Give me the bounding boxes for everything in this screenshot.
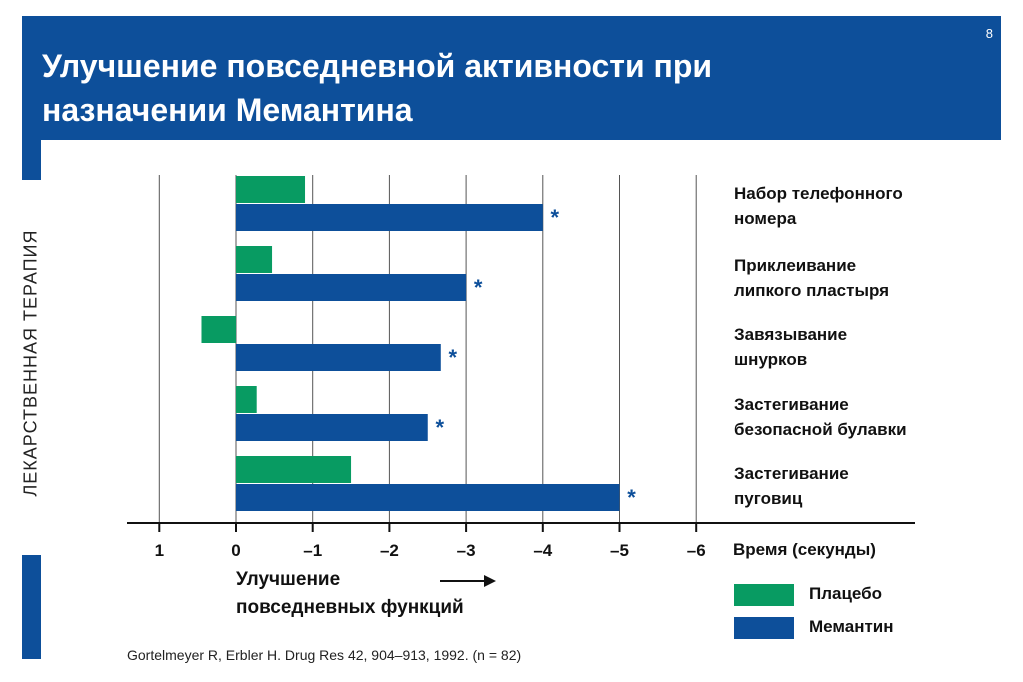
slide-title: Улучшение повседневной активности при на… <box>42 44 902 132</box>
significance-marker: * <box>627 485 636 510</box>
bar-memantine <box>236 414 428 441</box>
improvement-label-line: повседневных функций <box>236 597 464 618</box>
category-label-line: безопасной булавки <box>734 420 907 439</box>
category-label-laces: Завязывание шнурков <box>734 322 964 372</box>
category-label-line: шнурков <box>734 350 808 369</box>
citation: Gortelmeyer R, Erbler H. Drug Res 42, 90… <box>127 647 522 663</box>
x-axis-label: Время (секунды) <box>733 540 876 559</box>
x-tick-label: 0 <box>231 541 240 560</box>
slide-title-line: Улучшение повседневной активности при <box>42 48 713 84</box>
x-tick-label: 1 <box>155 541 164 560</box>
x-tick-label: –5 <box>610 541 629 560</box>
improvement-label: Улучшение повседневных функций <box>236 566 464 622</box>
category-label-line: Набор телефонного <box>734 184 903 203</box>
category-label-safety-pin: Застегивание безопасной булавки <box>734 392 964 442</box>
bar-memantine <box>236 204 543 231</box>
bar-placebo <box>236 456 352 483</box>
page-number: 8 <box>985 26 993 41</box>
x-tick-label: –6 <box>687 541 706 560</box>
category-label-line: пуговиц <box>734 489 803 508</box>
improvement-label-line: Улучшение <box>236 569 341 590</box>
legend-swatch-memantine <box>734 617 794 639</box>
bar-placebo <box>236 386 257 413</box>
bar-placebo <box>236 246 273 273</box>
header-banner: Улучшение повседневной активности при на… <box>22 16 1001 140</box>
x-tick-label: –3 <box>457 541 476 560</box>
significance-marker: * <box>435 415 444 440</box>
bar-placebo <box>236 176 306 203</box>
legend-swatch-placebo <box>734 584 794 606</box>
category-label-line: Застегивание <box>734 395 849 414</box>
side-accent-bar-bottom <box>22 555 41 659</box>
legend-label-placebo: Плацебо <box>809 584 883 603</box>
category-label-line: Приклеивание <box>734 256 857 275</box>
significance-marker: * <box>474 275 483 300</box>
category-label-phone: Набор телефонного номера <box>734 181 964 231</box>
category-label-line: Завязывание <box>734 325 848 344</box>
legend-label-memantine: Мемантин <box>809 617 894 636</box>
bar-placebo <box>201 316 236 343</box>
category-label-plaster: Приклеивание липкого пластыря <box>734 253 964 303</box>
x-tick-label: –2 <box>380 541 399 560</box>
significance-marker: * <box>551 205 560 230</box>
x-tick-label: –1 <box>303 541 322 560</box>
category-label-line: Застегивание <box>734 464 849 483</box>
category-label-line: номера <box>734 209 797 228</box>
x-tick-label: –4 <box>533 541 552 560</box>
significance-marker: * <box>449 345 458 370</box>
bar-memantine <box>236 274 467 301</box>
category-label-buttons: Застегивание пуговиц <box>734 461 964 511</box>
bar-memantine <box>236 484 620 511</box>
right-arrow-icon <box>440 575 496 587</box>
category-label-line: липкого пластыря <box>734 281 890 300</box>
side-accent-bar-top <box>22 140 41 180</box>
slide-title-line: назначении Мемантина <box>42 92 413 128</box>
bar-memantine <box>236 344 441 371</box>
